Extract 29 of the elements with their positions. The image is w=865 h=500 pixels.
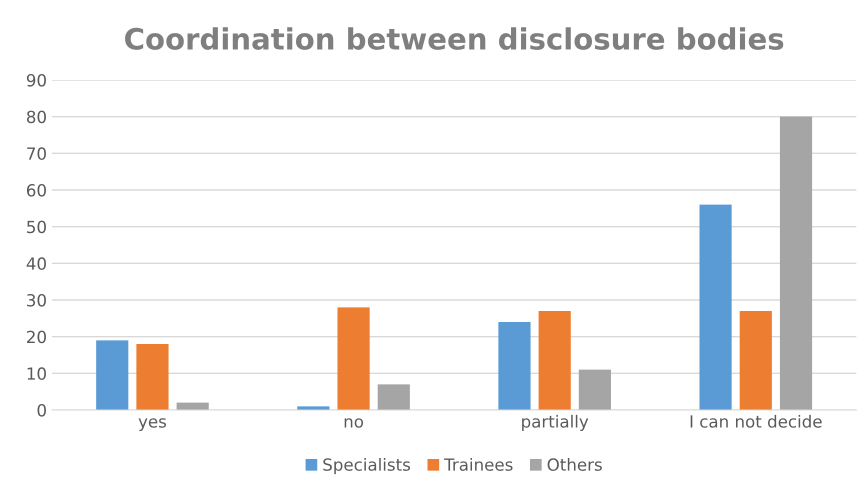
bar <box>538 311 571 410</box>
y-tick-label: 20 <box>27 330 46 344</box>
x-tick-label: yes <box>138 418 166 431</box>
legend-label: Others <box>548 458 602 471</box>
y-tick-label: 0 <box>38 404 46 417</box>
y-tick-label: 90 <box>26 74 46 87</box>
bar <box>96 340 128 410</box>
bar <box>378 384 410 410</box>
bar <box>740 311 772 410</box>
chart-title: Coordination between disclosure bodies <box>125 27 784 50</box>
y-tick-label: 50 <box>27 220 46 234</box>
y-tick-label: 80 <box>26 110 46 124</box>
x-tick-label: I can not decide <box>690 414 822 428</box>
legend-label: Trainees <box>444 458 513 471</box>
bar <box>136 344 169 410</box>
x-tick-label: no <box>344 418 364 428</box>
x-tick-label: partially <box>522 414 588 431</box>
y-tick-label: 10 <box>28 367 46 380</box>
y-tick-label: 30 <box>27 294 46 307</box>
y-tick-label: 70 <box>27 147 46 160</box>
bar <box>699 204 732 410</box>
bar <box>176 402 209 410</box>
legend-label: Specialists <box>323 458 410 474</box>
bar <box>498 322 531 410</box>
y-tick-label: 60 <box>26 184 46 197</box>
bar <box>780 116 812 410</box>
bar <box>578 370 611 410</box>
bar <box>337 307 370 410</box>
y-tick-label: 40 <box>26 257 46 270</box>
